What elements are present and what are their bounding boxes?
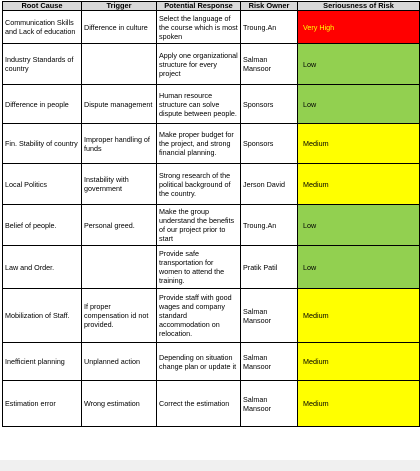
table-row: Estimation error Wrong estimation Correct … [2,380,420,427]
seriousness-cell: Medium [297,380,420,427]
trigger-cell: Improper handling of funds [81,123,157,164]
header-trigger: Trigger [81,1,157,11]
risk-owner-cell: Salman Mansoor [240,342,298,381]
trigger-cell [81,43,157,85]
seriousness-cell: Medium [297,288,420,343]
seriousness-cell: Medium [297,123,420,164]
header-risk-owner: Risk Owner [240,1,298,11]
root-cause-cell: Communication Skills and Lack of educati… [2,10,82,44]
risk-owner-cell: Troung.An [240,204,298,246]
seriousness-cell: Medium [297,342,420,381]
table-row: Fin. Stability of country Improper handli… [2,123,420,164]
seriousness-cell: Low [297,84,420,124]
trigger-cell [81,245,157,289]
potential-response-cell: Human resource structure can solve dispu… [156,84,241,124]
root-cause-cell: Mobilization of Staff. [2,288,82,343]
table-row: Mobilization of Staff. If proper compensa… [2,288,420,343]
header-seriousness: Seriousness of Risk [297,1,420,11]
potential-response-cell: Make proper budget for the project, and … [156,123,241,164]
seriousness-cell: Low [297,43,420,85]
seriousness-cell: Medium [297,163,420,205]
trigger-cell: If proper compensation id not provided. [81,288,157,343]
risk-owner-cell: Salman Mansoor [240,380,298,427]
risk-owner-cell: Jerson David [240,163,298,205]
trigger-cell: Personal greed. [81,204,157,246]
root-cause-cell: Inefficient planning [2,342,82,381]
trigger-cell: Difference in culture [81,10,157,44]
potential-response-cell: Make the group understand the benefits o… [156,204,241,246]
risk-owner-cell: Troung.An [240,10,298,44]
header-potential-response: Potential Response [156,1,241,11]
table-header-row: Root Cause Trigger Potential Response Ri… [2,1,420,11]
risk-owner-cell: Pratik Patil [240,245,298,289]
trigger-cell: Dispute management [81,84,157,124]
potential-response-cell: Provide safe transportation for women to… [156,245,241,289]
potential-response-cell: Depending on situation change plan or up… [156,342,241,381]
potential-response-cell: Select the language of the course which … [156,10,241,44]
seriousness-cell: Low [297,204,420,246]
bottom-margin [0,460,420,471]
root-cause-cell: Fin. Stability of country [2,123,82,164]
header-root-cause: Root Cause [2,1,82,11]
table-row: Local Politics Instability with governmen… [2,163,420,205]
root-cause-cell: Estimation error [2,380,82,427]
risk-register-table: Root Cause Trigger Potential Response Ri… [2,1,420,427]
root-cause-cell: Difference in people [2,84,82,124]
table-row: Law and Order. Provide safe transportatio… [2,245,420,289]
risk-owner-cell: Sponsors [240,84,298,124]
risk-owner-cell: Salman Mansoor [240,288,298,343]
risk-owner-cell: Salman Mansoor [240,43,298,85]
trigger-cell: Unplanned action [81,342,157,381]
root-cause-cell: Industry Standards of country [2,43,82,85]
table-row: Communication Skills and Lack of educati… [2,10,420,44]
risk-owner-cell: Sponsors [240,123,298,164]
trigger-cell: Wrong estimation [81,380,157,427]
table-row: Industry Standards of country Apply one o… [2,43,420,85]
potential-response-cell: Apply one organizational structure for e… [156,43,241,85]
potential-response-cell: Correct the estimation [156,380,241,427]
table-row: Belief of people. Personal greed. Make the… [2,204,420,246]
trigger-cell: Instability with government [81,163,157,205]
potential-response-cell: Provide staff with good wages and compan… [156,288,241,343]
table-row: Difference in people Dispute management Hu… [2,84,420,124]
root-cause-cell: Local Politics [2,163,82,205]
potential-response-cell: Strong research of the political backgro… [156,163,241,205]
table-row: Inefficient planning Unplanned action Depe… [2,342,420,381]
seriousness-cell: Low [297,245,420,289]
root-cause-cell: Belief of people. [2,204,82,246]
seriousness-cell: Very High [297,10,420,44]
root-cause-cell: Law and Order. [2,245,82,289]
